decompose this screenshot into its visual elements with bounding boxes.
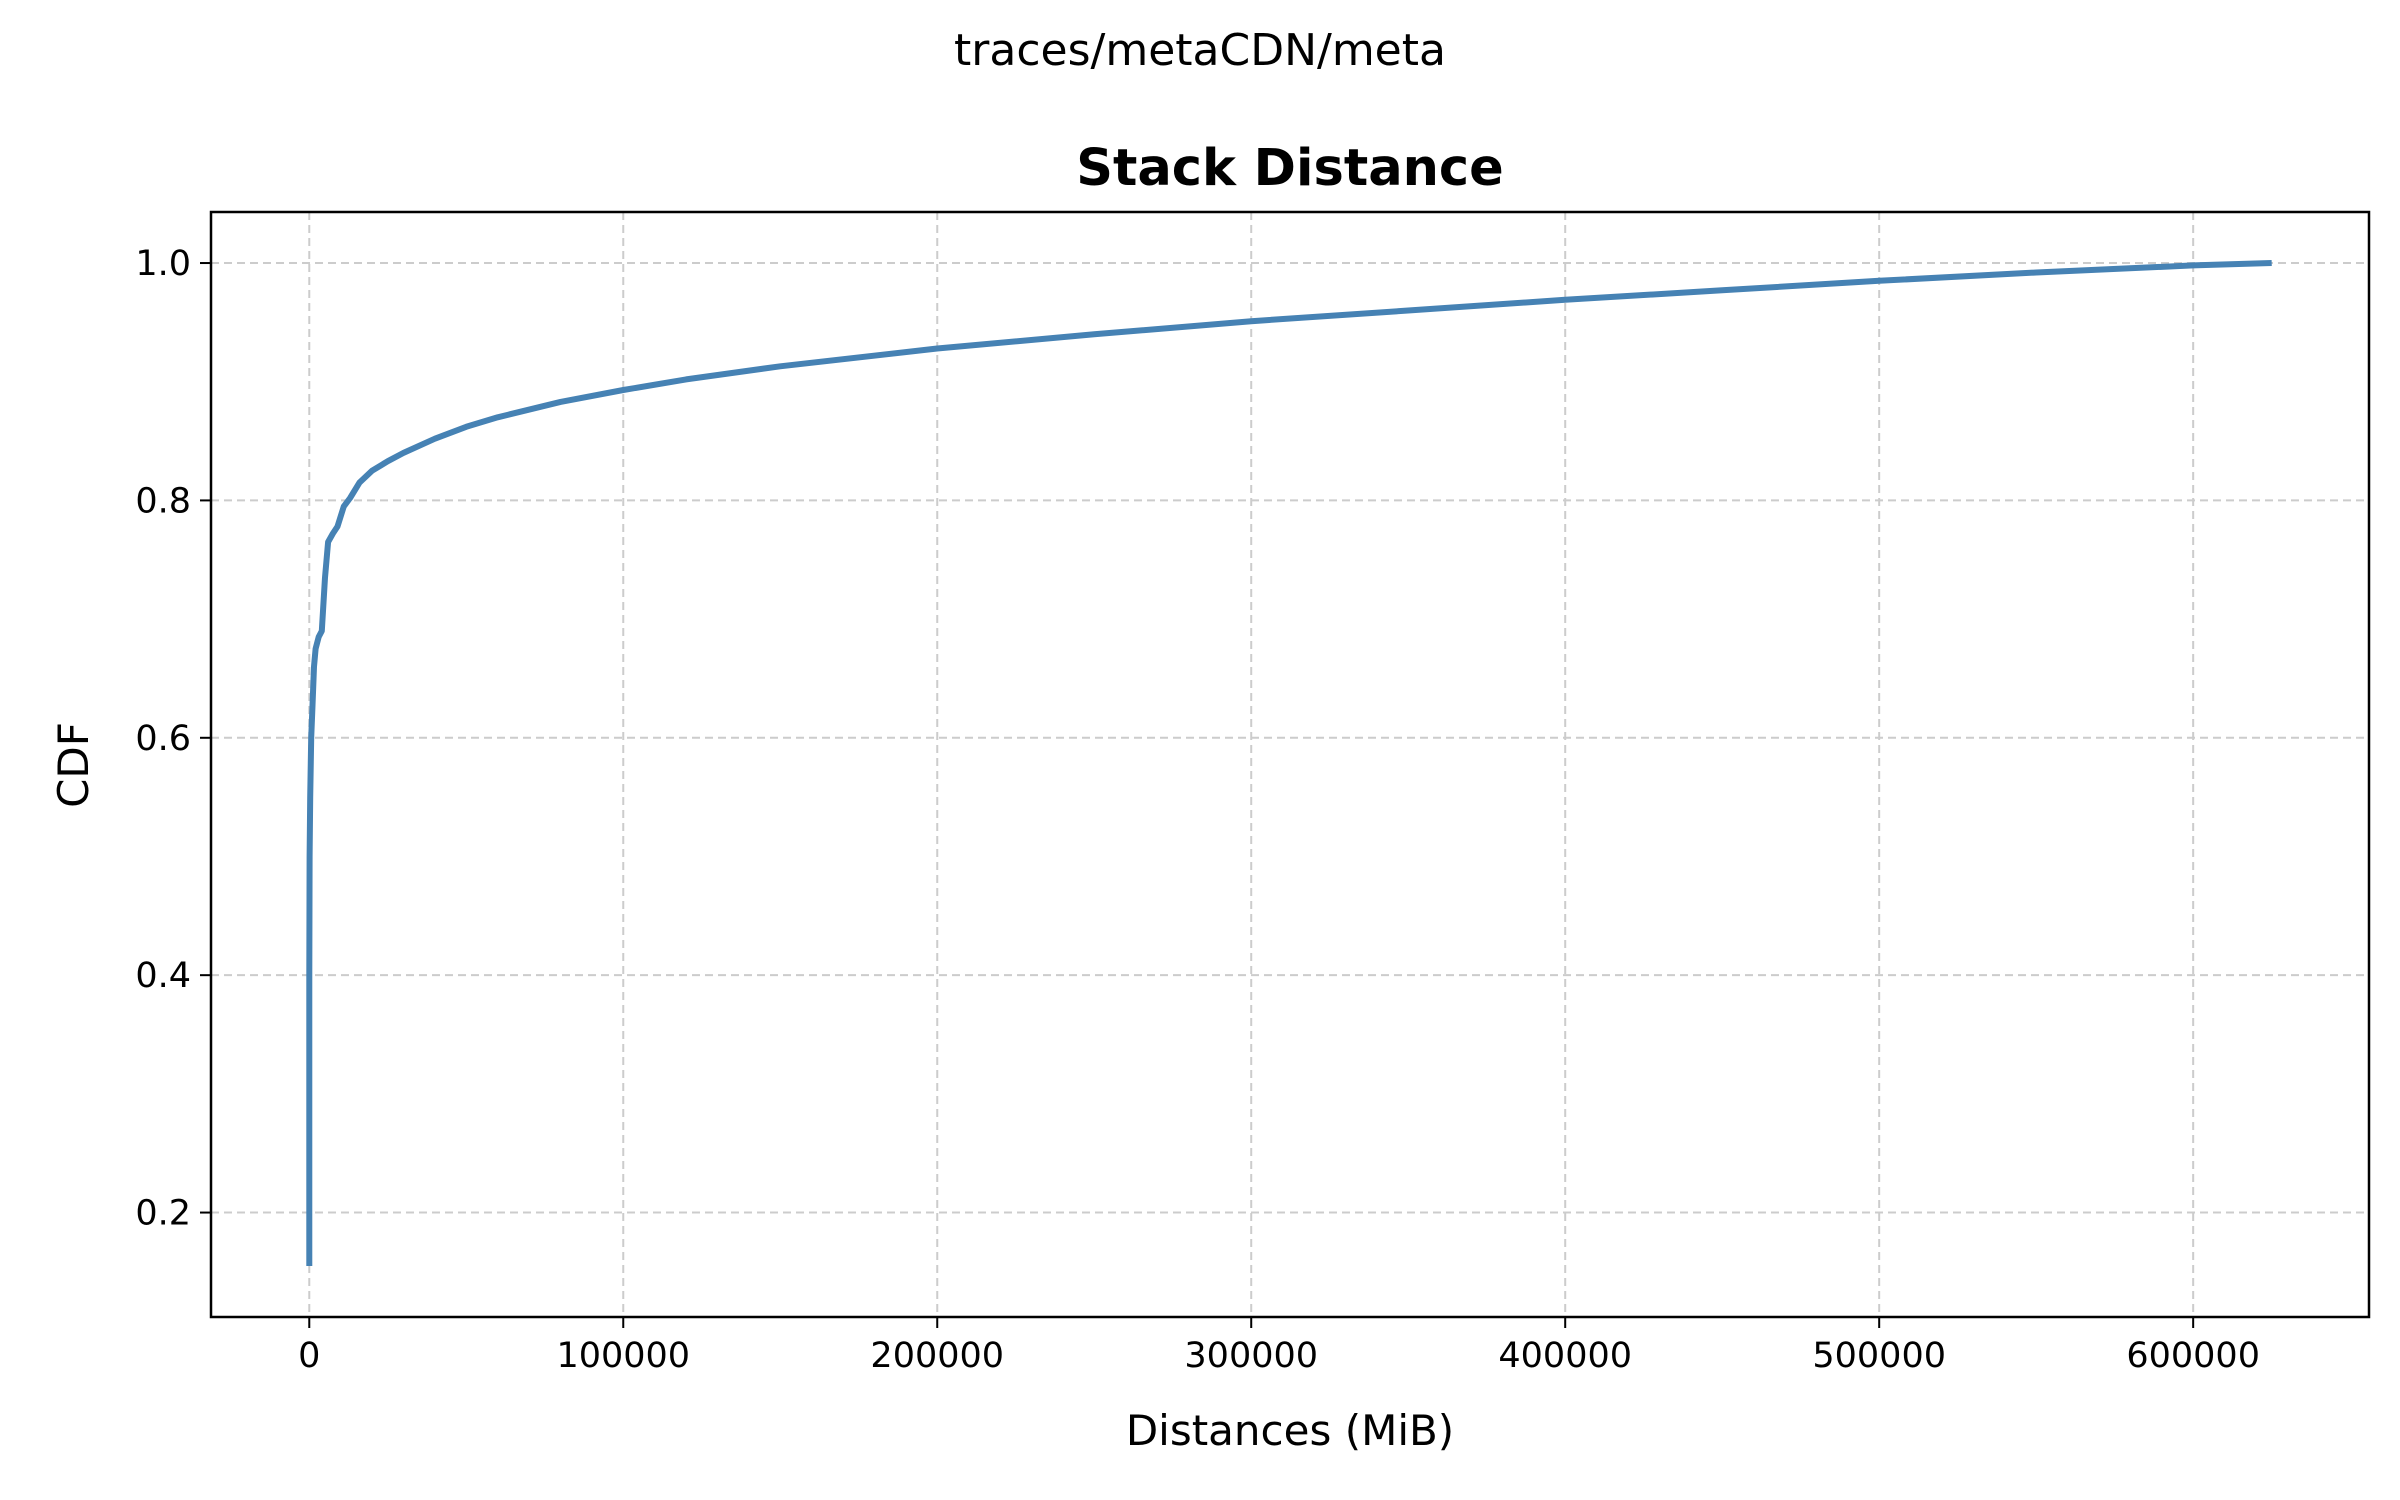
series-layer [306, 260, 2272, 1266]
x-tick-label: 500000 [1812, 1336, 1946, 1376]
y-axis-ticks: 0.2 0.4 0.6 0.8 1.0 [135, 244, 211, 1234]
x-tick-label: 600000 [2126, 1336, 2260, 1376]
plot-frame [209, 210, 2371, 1319]
x-tick-label: 200000 [870, 1336, 1004, 1376]
x-axis-ticks: 0 100000 200000 300000 400000 500000 600000 [298, 1317, 2260, 1376]
chart-title: Stack Distance [1076, 139, 1504, 198]
y-tick-label: 0.6 [135, 719, 191, 759]
y-tick-label: 0.4 [135, 956, 191, 996]
y-axis-label: CDF [49, 722, 98, 808]
cdf-line [306, 260, 2272, 1266]
y-tick-label: 1.0 [135, 244, 191, 284]
x-tick-label: 0 [298, 1336, 320, 1376]
grid-lines [211, 212, 2369, 1317]
figure-suptitle: traces/metaCDN/meta [954, 25, 1446, 76]
y-tick-label: 0.8 [135, 481, 191, 521]
x-tick-label: 400000 [1498, 1336, 1632, 1376]
x-tick-label: 100000 [556, 1336, 690, 1376]
y-tick-label: 0.2 [135, 1194, 191, 1234]
x-tick-label: 300000 [1184, 1336, 1318, 1376]
x-axis-label: Distances (MiB) [1126, 1406, 1454, 1455]
